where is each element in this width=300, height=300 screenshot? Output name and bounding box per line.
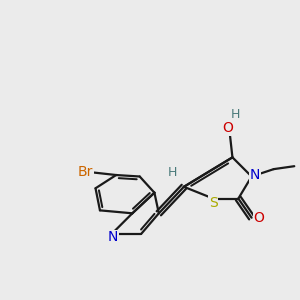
- Text: H: H: [231, 108, 240, 121]
- Text: O: O: [254, 211, 264, 225]
- Text: Br: Br: [77, 165, 93, 179]
- Text: N: N: [108, 230, 119, 244]
- Text: O: O: [223, 121, 233, 135]
- Text: H: H: [167, 166, 177, 178]
- Text: S: S: [209, 196, 218, 210]
- Text: N: N: [250, 168, 260, 182]
